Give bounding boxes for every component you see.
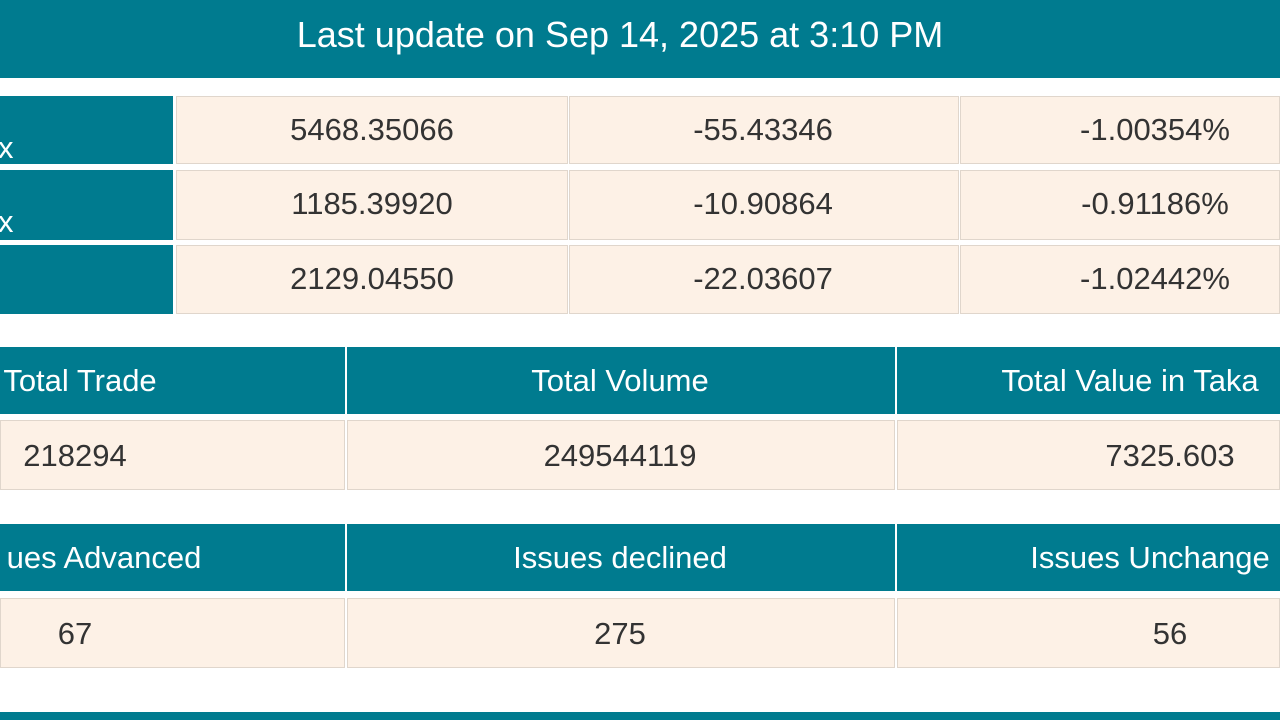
table-header-cell	[897, 524, 1280, 591]
index-name-cell	[0, 96, 173, 164]
index-name: x	[0, 204, 14, 239]
table-value: 218294	[23, 438, 127, 473]
table-header: Total Volume	[531, 363, 709, 398]
table-value-cell	[347, 598, 895, 668]
table-value: 275	[594, 616, 646, 651]
index-cell	[176, 245, 568, 314]
bottom-bar	[0, 712, 1280, 720]
table-value-cell	[347, 420, 895, 490]
table-value-cell	[897, 420, 1280, 490]
index-cell	[569, 96, 959, 164]
index-cell	[569, 170, 959, 240]
index-value: -0.91186%	[1081, 186, 1229, 221]
table-value-cell	[897, 598, 1280, 668]
table-value: 7325.603	[1105, 438, 1235, 473]
index-cell	[569, 245, 959, 314]
index-name: x	[0, 130, 14, 165]
table-header: Total Value in Taka	[1001, 363, 1259, 398]
table-header-cell	[897, 347, 1280, 414]
table-value: 249544119	[543, 438, 697, 473]
table-header-cell	[0, 347, 345, 414]
index-value: -1.02442%	[1080, 261, 1230, 296]
table-value-cell	[0, 598, 345, 668]
index-cell	[960, 245, 1280, 314]
index-value: 1185.39920	[291, 186, 453, 221]
table-header-cell	[347, 347, 895, 414]
index-value: 2129.04550	[290, 261, 454, 296]
index-value: -10.90864	[693, 186, 833, 221]
table-header: ues Advanced	[6, 540, 202, 575]
table-value: 56	[1152, 616, 1188, 651]
index-name-cell	[0, 170, 173, 240]
title: Last update on Sep 14, 2025 at 3:10 PM	[296, 14, 944, 55]
table-header-cell	[347, 524, 895, 591]
table-header: Issues Unchange	[1030, 540, 1270, 575]
table-header: Total Trade	[3, 363, 157, 398]
index-cell	[176, 96, 568, 164]
index-cell	[176, 170, 568, 240]
index-cell	[960, 96, 1280, 164]
title-bar	[0, 0, 1280, 78]
table-header: Issues declined	[513, 540, 727, 575]
index-name-cell	[0, 245, 173, 314]
index-value: -55.43346	[693, 112, 833, 147]
index-cell	[960, 170, 1280, 240]
table-value: 67	[57, 616, 93, 651]
index-value: -22.03607	[693, 261, 833, 296]
table-value-cell	[0, 420, 345, 490]
index-value: -1.00354%	[1080, 112, 1230, 147]
index-value: 5468.35066	[290, 112, 454, 147]
table-header-cell	[0, 524, 345, 591]
